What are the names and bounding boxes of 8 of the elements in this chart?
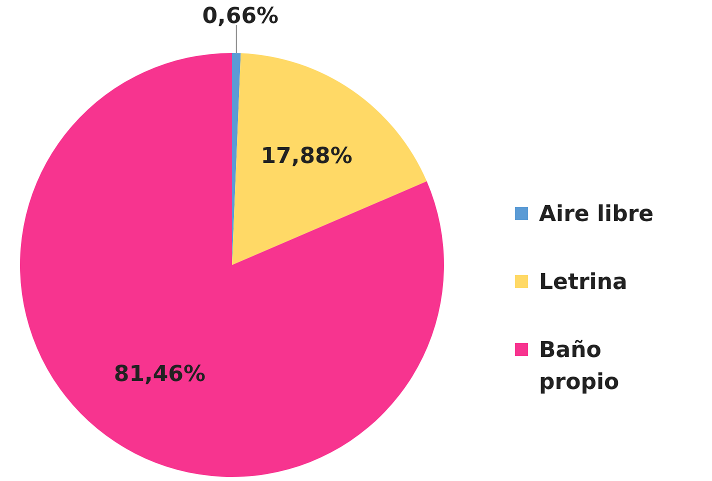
data-label: 81,46%: [114, 362, 206, 387]
pie-slice: [20, 53, 444, 477]
data-label: 0,66%: [202, 4, 279, 30]
data-label: 17,88%: [260, 144, 352, 169]
legend-label: Letrina: [539, 270, 628, 296]
legend-label: Baño propio: [539, 338, 620, 396]
pie-slice: [232, 53, 427, 265]
legend-label: Aire libre: [539, 202, 654, 228]
